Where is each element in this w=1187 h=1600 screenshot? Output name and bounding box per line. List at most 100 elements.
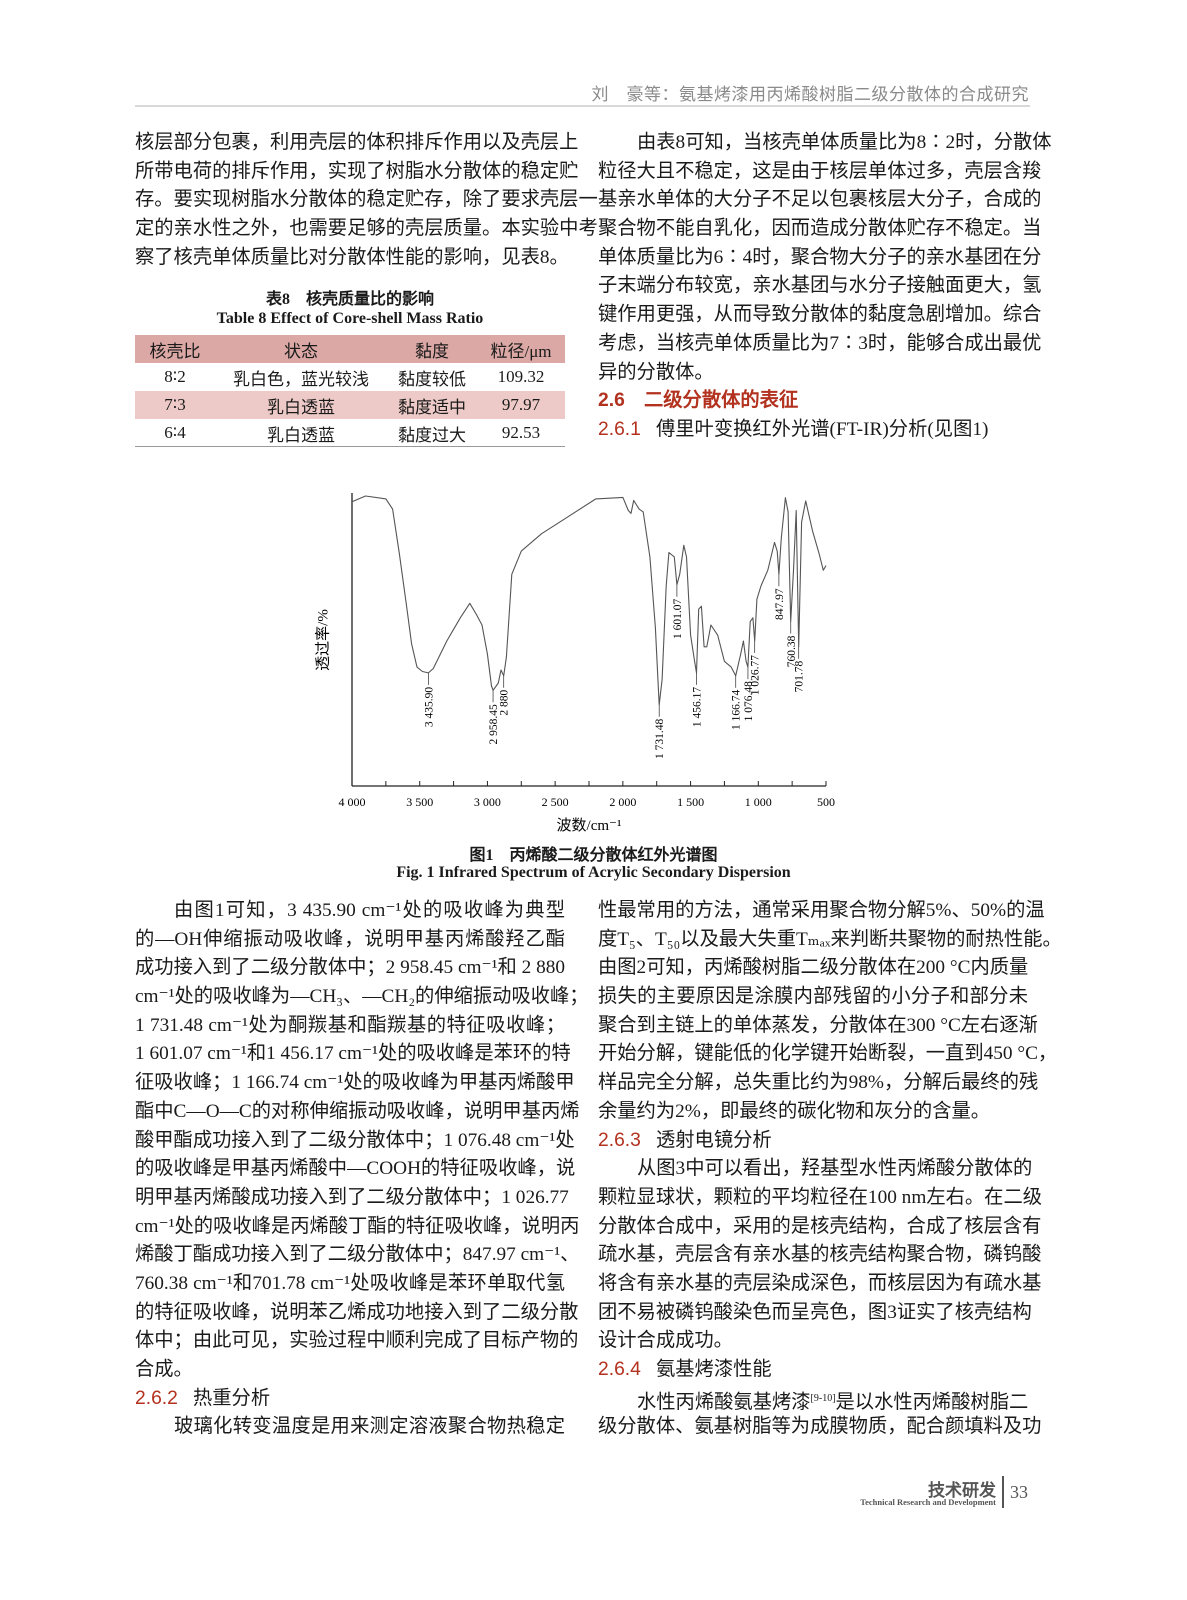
table-header-cell: 粒径/μm bbox=[490, 341, 552, 361]
text-line: 酸甲酯成功接入到了二级分散体中；1 076.48 cm⁻¹处 bbox=[135, 1129, 575, 1151]
peak-label: 2 958.45 bbox=[488, 704, 500, 745]
table-row: 8∶2 乳白色，蓝光较浅 黏度较低 109.32 bbox=[135, 363, 565, 391]
section-heading: 2.6 二级分散体的表征 bbox=[598, 387, 1028, 416]
x-tick-label: 1 000 bbox=[745, 795, 772, 809]
table-cell: 7∶3 bbox=[164, 395, 186, 414]
x-axis-label: 波数/cm⁻¹ bbox=[557, 817, 622, 834]
text-line: 1 601.07 cm⁻¹和1 456.17 cm⁻¹处的吸收峰是苯环的特 bbox=[135, 1043, 571, 1065]
left-column-top: 核层部分包裹，利用壳层的体积排斥作用以及壳层上 所带电荷的排斥作用，实现了树脂水分… bbox=[135, 129, 598, 272]
text-line: 性最常用的方法，通常采用聚合物分解5%、50%的温 bbox=[598, 900, 1045, 921]
text-line: 团不易被磷钨酸染色而呈亮色，图3证实了核壳结构 bbox=[598, 1301, 1032, 1323]
table-header-cell: 状态 bbox=[284, 341, 318, 361]
figure-caption-cn: 图1 丙烯酸二级分散体红外光谱图 bbox=[469, 847, 718, 864]
peak-label: 1 076.48 bbox=[743, 681, 755, 722]
text-line: 成功接入到了二级分散体中；2 958.45 cm⁻¹和 2 880 bbox=[135, 957, 565, 979]
x-tick-label: 4 000 bbox=[339, 795, 366, 809]
peak-label: 1 026.77 bbox=[750, 655, 762, 696]
table-cell: 8∶2 bbox=[164, 367, 186, 386]
text-line: 征吸收峰；1 166.74 cm⁻¹处的吸收峰为甲基丙烯酸甲 bbox=[135, 1072, 575, 1094]
running-header: 刘 豪等：氨基烤漆用丙烯酸树脂二级分散体的合成研究 bbox=[591, 85, 1029, 104]
text-line: 酯中C—O—C的对称伸缩振动吸收峰，说明甲基丙烯 bbox=[135, 1100, 580, 1122]
section-heading: 2.6.1 傅里叶变换红外光谱(FT-IR)分析(见图1) bbox=[598, 416, 1028, 445]
text-line: 玻璃化转变温度是用来测定溶液聚合物热稳定 bbox=[174, 1416, 565, 1438]
peak-label: 1 166.74 bbox=[731, 690, 743, 731]
right-column-bottom: 性最常用的方法，通常采用聚合物分解5%、50%的温 度T₅、T₅₀以及最大失重Tₘ… bbox=[598, 897, 1062, 1442]
text-segment: 是以水性丙烯酸树脂二 bbox=[835, 1391, 1029, 1413]
table-cell: 乳白透蓝 bbox=[267, 425, 335, 445]
peak-label: 2 880 bbox=[499, 690, 511, 716]
text-line: 开始分解，键能低的化学键开始断裂，一直到450 °C， bbox=[598, 1043, 1058, 1065]
table-cell: 97.97 bbox=[501, 395, 541, 414]
x-tick-label: 500 bbox=[817, 795, 835, 809]
table-header-cell: 黏度 bbox=[415, 341, 449, 361]
text-line: 样品完全分解，总失重比约为98%，分解后最终的残 bbox=[598, 1072, 1039, 1094]
section-heading: 2.6.2 热重分析 bbox=[135, 1385, 565, 1414]
x-tick-label: 2 000 bbox=[609, 795, 636, 809]
text-line: 明甲基丙烯酸成功接入到了二级分散体中；1 026.77 bbox=[135, 1186, 569, 1208]
text-line: 子末端分布较宽，亲水基团与水分子接触面更大，氢 bbox=[598, 275, 1042, 297]
text-line: 核层部分包裹，利用壳层的体积排斥作用以及壳层上 bbox=[135, 132, 579, 153]
text-segment: 水性丙烯酸氨基烤漆 bbox=[637, 1391, 811, 1413]
section-number: 2.6 bbox=[598, 390, 625, 412]
citation-ref: [9-10] bbox=[810, 1392, 836, 1404]
text-line: 级分散体、氨基树脂等为成膜物质，配合颜填料及功 bbox=[598, 1416, 1042, 1438]
table-row: 7∶3 乳白透蓝 黏度适中 97.97 bbox=[135, 391, 565, 419]
table-header-cell: 核壳比 bbox=[149, 341, 201, 361]
section-heading: 2.6.4 氨基烤漆性能 bbox=[598, 1356, 1028, 1385]
table-row: 6∶4 乳白透蓝 黏度过大 92.53 bbox=[135, 419, 565, 447]
section-title: 二级分散体的表征 bbox=[644, 390, 799, 412]
text-line: cm⁻¹处的吸收峰为—CH₃、—CH₂的伸缩振动吸收峰； bbox=[135, 986, 589, 1008]
text-line: 所带电荷的排斥作用，实现了树脂水分散体的稳定贮 bbox=[135, 160, 579, 182]
x-tick-label: 2 500 bbox=[542, 795, 569, 809]
text-line: 的—OH伸缩振动吸收峰，说明甲基丙烯酸羟乙酯 bbox=[135, 928, 565, 950]
text-line: 分散体合成中，采用的是核壳结构，合成了核层含有 bbox=[598, 1215, 1042, 1237]
section-title: 氨基烤漆性能 bbox=[656, 1359, 772, 1380]
peak-label: 3 435.90 bbox=[423, 687, 435, 728]
text-line: 设计合成成功。 bbox=[598, 1330, 733, 1352]
table-header-row: 核壳比 状态 黏度 粒径/μm bbox=[135, 335, 565, 363]
table-cell: 109.32 bbox=[497, 367, 545, 386]
text-line: 由图1可知，3 435.90 cm⁻¹处的吸收峰为典型 bbox=[174, 900, 565, 921]
text-line: 的特征吸收峰，说明苯乙烯成功地接入到了二级分散 bbox=[135, 1301, 579, 1323]
text-line: 察了核壳单体质量比对分散体性能的影响，见表8。 bbox=[135, 246, 569, 268]
table-cell: 92.53 bbox=[501, 423, 541, 442]
table-cell: 乳白透蓝 bbox=[267, 397, 335, 417]
section-number: 2.6.3 bbox=[598, 1129, 641, 1151]
section-number: 2.6.4 bbox=[598, 1359, 641, 1380]
text-line: 疏水基，壳层含有亲水基的核壳结构聚合物，磷钨酸 bbox=[598, 1244, 1042, 1266]
x-tick-label: 3 500 bbox=[406, 795, 433, 809]
section-heading: 2.6.3 透射电镜分析 bbox=[598, 1127, 1028, 1156]
left-column-bottom: 由图1可知，3 435.90 cm⁻¹处的吸收峰为典型的—OH伸缩振动吸收峰，说… bbox=[135, 897, 589, 1442]
section-number: 2.6.2 bbox=[135, 1387, 178, 1409]
y-axis-label: 透过率/% bbox=[314, 609, 331, 671]
page-number: 33 bbox=[1010, 1482, 1028, 1502]
text-line: 存。要实现树脂水分散体的稳定贮存，除了要求壳层一 bbox=[135, 189, 598, 211]
text-line: 单体质量比为6∶4时，聚合物大分子的亲水基团在分 bbox=[598, 246, 1042, 268]
section-title: 透射电镜分析 bbox=[656, 1129, 772, 1151]
table-title-en: Table 8 Effect of Core-shell Mass Ratio bbox=[216, 310, 484, 327]
text-line: 体中；由此可见，实验过程中顺利完成了目标产物的 bbox=[135, 1330, 579, 1352]
peak-label: 1 601.07 bbox=[672, 598, 684, 639]
table-cell: 6∶4 bbox=[164, 423, 186, 442]
text-line: 聚合物不能自乳化，因而造成分散体贮存不稳定。当 bbox=[598, 218, 1042, 240]
text-line: 粒径大且不稳定，这是由于核层单体过多，壳层含羧 bbox=[598, 160, 1042, 182]
peak-label: 701.78 bbox=[794, 661, 806, 693]
text-line: cm⁻¹处的吸收峰是丙烯酸丁酯的特征吸收峰，说明丙 bbox=[135, 1215, 580, 1237]
right-column-top: 由表8可知，当核壳单体质量比为8∶2时，分散体 粒径大且不稳定，这是由于核层单体过… bbox=[598, 129, 1052, 445]
table-cell: 黏度适中 bbox=[398, 397, 466, 417]
text-line: 烯酸丁酯成功接入到了二级分散体中；847.97 cm⁻¹、 bbox=[135, 1244, 580, 1266]
table-cell: 黏度过大 bbox=[398, 425, 466, 445]
text-line: 余量约为2%，即最终的碳化物和灰分的含量。 bbox=[598, 1100, 991, 1122]
text-line: 损失的主要原因是涂膜内部残留的小分子和部分未 bbox=[598, 986, 1028, 1008]
text-line: 从图3中可以看出，羟基型水性丙烯酸分散体的 bbox=[637, 1158, 1033, 1180]
peak-label: 760.38 bbox=[786, 635, 798, 667]
section-title: 傅里叶变换红外光谱(FT-IR)分析(见图1) bbox=[656, 418, 989, 440]
footer-divider bbox=[1002, 1476, 1004, 1508]
section-number: 2.6.1 bbox=[598, 418, 641, 440]
figure-caption-en: Fig. 1 Infrared Spectrum of Acrylic Seco… bbox=[396, 864, 791, 881]
table-cell: 乳白色，蓝光较浅 bbox=[233, 369, 369, 389]
table-title-cn: 表8 核壳质量比的影响 bbox=[265, 291, 434, 308]
text-line: 度T₅、T₅₀以及最大失重Tₘₐₓ来判断共聚物的耐热性能。 bbox=[598, 928, 1062, 950]
table-bottom-rule bbox=[135, 446, 565, 447]
